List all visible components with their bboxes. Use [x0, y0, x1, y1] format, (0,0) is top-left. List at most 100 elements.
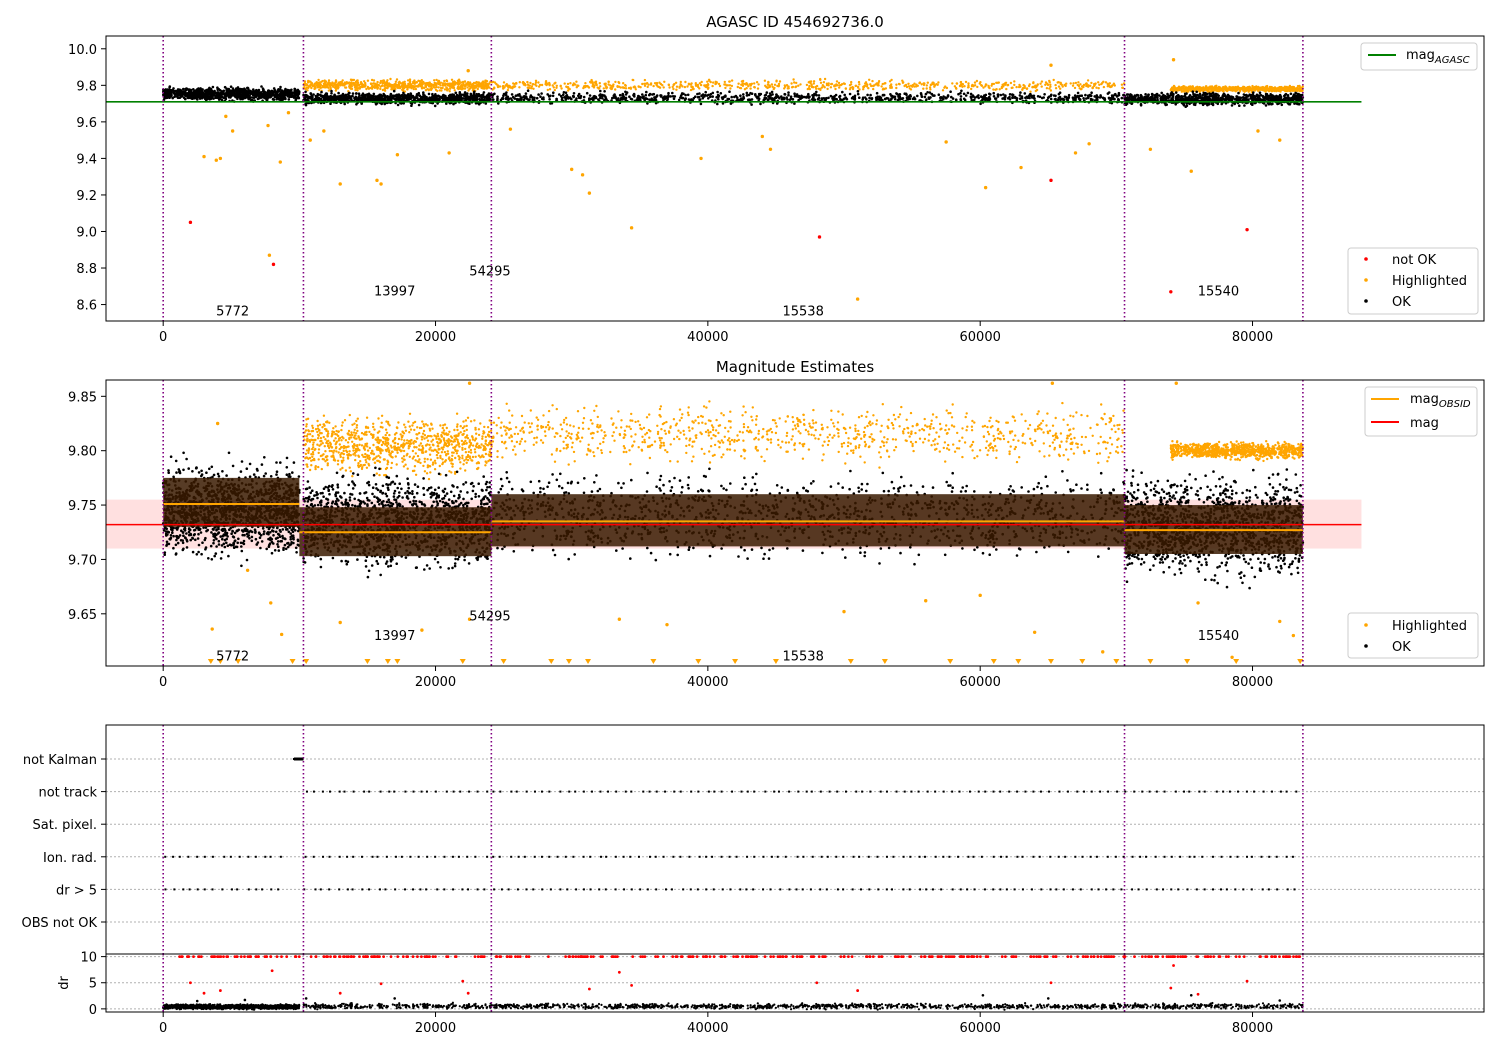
highlighted-cloud	[749, 83, 752, 87]
highlighted-cloud	[423, 86, 426, 90]
ok-cloud	[244, 96, 247, 100]
highlighted-cloud	[943, 86, 946, 89]
ok-cloud	[1106, 92, 1110, 95]
highlighted-cloud	[616, 85, 619, 88]
ok-cloud	[1117, 91, 1121, 95]
ok-cloud	[913, 97, 917, 101]
highlighted-cloud	[933, 84, 937, 87]
highlighted-cloud	[406, 88, 409, 91]
ok-cloud	[223, 93, 227, 96]
ok-cloud	[750, 92, 754, 95]
ok-cloud	[1054, 94, 1057, 98]
ok-cloud	[944, 96, 947, 99]
highlighted-cloud	[472, 85, 475, 88]
highlighted-cloud	[700, 80, 703, 84]
ok-cloud	[1160, 91, 1163, 95]
ok-cloud	[430, 97, 434, 101]
highlighted-cloud	[611, 85, 615, 88]
ok-cloud	[599, 94, 602, 98]
highlighted-cloud	[350, 85, 353, 88]
highlighted-cloud	[838, 86, 841, 89]
highlighted-cloud	[582, 85, 586, 88]
highlighted-cloud	[848, 88, 852, 91]
ok-cloud	[172, 89, 176, 93]
ok-cloud	[539, 95, 542, 98]
highlighted-cloud	[776, 84, 779, 88]
highlighted-cloud	[1049, 83, 1052, 86]
ok-cloud	[728, 90, 731, 93]
ok-cloud	[644, 93, 648, 97]
ok-cloud	[499, 98, 503, 102]
highlighted-cloud	[1248, 88, 1252, 91]
highlighted-cloud	[836, 84, 839, 87]
highlighted-cloud	[988, 86, 991, 90]
highlighted-cloud	[835, 80, 839, 83]
ok-cloud	[547, 94, 551, 98]
ok-cloud	[185, 92, 188, 96]
ok-cloud	[1116, 94, 1119, 98]
ok-cloud	[293, 87, 297, 91]
ok-cloud	[865, 97, 868, 101]
ok-cloud	[283, 92, 287, 96]
highlighted-cloud	[808, 84, 811, 88]
ok-cloud	[287, 98, 291, 101]
highlighted-cloud	[1277, 89, 1281, 92]
ok-cloud	[1040, 96, 1044, 100]
highlighted-cloud	[504, 84, 507, 87]
ok-cloud	[290, 91, 293, 95]
highlighted-cloud	[850, 80, 853, 84]
ok-cloud	[412, 95, 415, 99]
highlighted-cloud	[396, 86, 400, 90]
ok-cloud	[246, 86, 250, 90]
highlighted-cloud	[649, 83, 653, 86]
ok-cloud	[279, 85, 282, 89]
ok-cloud	[325, 95, 329, 99]
highlighted-cloud	[406, 84, 410, 87]
highlighted-cloud	[487, 86, 491, 89]
highlighted-cloud	[363, 85, 366, 88]
ok-cloud	[314, 94, 318, 98]
highlighted-cloud	[980, 84, 984, 88]
highlighted-cloud	[1270, 86, 1273, 90]
highlighted-cloud	[1061, 85, 1064, 88]
highlighted-cloud	[1054, 83, 1057, 87]
ok-cloud	[611, 96, 614, 100]
ok-cloud	[396, 103, 400, 107]
ok-cloud	[757, 92, 761, 96]
highlighted-cloud	[743, 88, 747, 91]
ok-cloud	[268, 90, 272, 94]
highlighted-cloud	[1298, 90, 1301, 93]
highlighted-cloud	[1044, 81, 1048, 84]
highlighted-cloud	[795, 81, 798, 85]
ok-cloud	[1078, 98, 1082, 101]
highlighted-cloud	[482, 81, 485, 85]
ok-cloud	[748, 98, 752, 101]
ok-cloud	[178, 88, 181, 91]
ok-cloud	[793, 94, 797, 98]
highlighted-cloud	[1288, 89, 1291, 93]
highlighted-cloud	[366, 79, 370, 82]
ok-cloud	[881, 93, 885, 97]
ok-cloud	[949, 90, 952, 93]
highlighted-cloud	[928, 86, 932, 89]
highlighted-cloud	[377, 84, 381, 87]
ok-cloud	[548, 98, 551, 101]
highlighted-cloud	[675, 88, 678, 91]
highlighted-cloud	[456, 83, 460, 86]
ok-cloud	[449, 93, 452, 97]
highlighted-cloud	[1005, 87, 1008, 91]
ok-cloud	[184, 97, 187, 101]
ok-cloud	[677, 98, 681, 102]
highlighted-cloud	[941, 89, 945, 92]
highlighted-cloud	[809, 80, 813, 83]
highlighted-cloud	[907, 82, 910, 86]
highlighted-cloud	[1040, 85, 1043, 88]
highlighted-cloud	[303, 80, 307, 83]
ok-cloud	[255, 88, 258, 92]
highlighted-cloud	[598, 82, 601, 85]
highlighted-cloud	[317, 83, 320, 86]
highlighted-cloud	[403, 86, 406, 90]
ok-cloud	[671, 95, 675, 98]
ok-cloud	[552, 91, 555, 94]
ok-cloud	[197, 87, 200, 90]
